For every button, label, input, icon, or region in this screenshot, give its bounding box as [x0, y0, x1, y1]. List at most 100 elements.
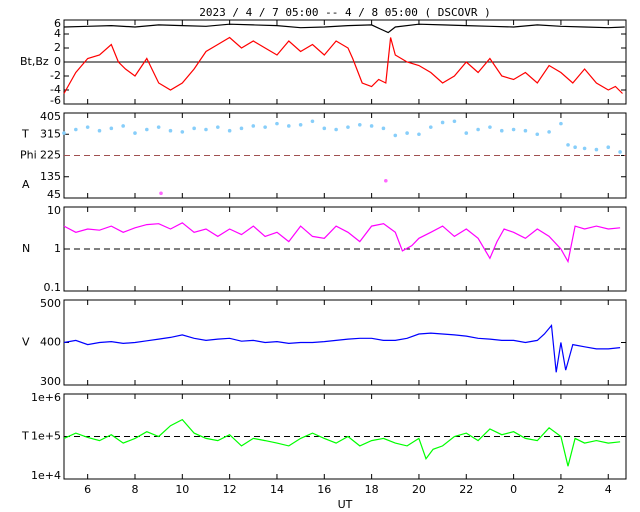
- panel-angles-series-0-point: [440, 120, 445, 125]
- panel-velocity-ytick-label: 400: [40, 336, 61, 349]
- panel-angles-ytick-label: 225: [40, 149, 61, 162]
- x-tick-label: 14: [270, 483, 284, 496]
- panel-magnetic-field-ytick-label: 4: [54, 27, 61, 40]
- panel-temperature-ylabel: T: [21, 430, 29, 443]
- panel-angles-series-0-point: [62, 131, 66, 135]
- panel-angles-series-0-point: [547, 130, 551, 134]
- panel-angles-ylabel-a: A: [22, 178, 30, 191]
- x-tick-label: 12: [223, 483, 237, 496]
- x-tick-label: 16: [317, 483, 331, 496]
- panel-density-ytick-label: 1: [54, 242, 61, 255]
- x-tick-label: 6: [84, 483, 91, 496]
- panel-angles-series-0-point: [133, 131, 137, 135]
- panel-density-ytick-label: 10: [47, 204, 61, 217]
- panel-angles-series-0-point: [346, 125, 350, 129]
- panel-angles-series-0-point: [192, 126, 196, 131]
- panel-angles-series-0-point: [156, 125, 161, 129]
- chart-title: 2023 / 4 / 7 05:00 -- 4 / 8 05:00 ( DSCO…: [199, 6, 490, 19]
- panel-angles-series-0-point: [417, 132, 421, 137]
- panel-angles-ytick-label: 405: [40, 110, 61, 123]
- panel-angles-series-0-point: [145, 127, 149, 132]
- panel-angles-series-0-point: [523, 128, 528, 133]
- panel-magnetic-field-ylabel: Bt,Bz: [20, 55, 49, 68]
- panel-density-ylabel: N: [22, 242, 30, 255]
- panel-angles-series-0-point: [428, 125, 433, 129]
- panel-angles-series-0-point: [405, 131, 409, 135]
- x-tick-label: 18: [365, 483, 379, 496]
- panel-angles-series-0-point: [275, 121, 279, 126]
- panel-angles-series-0-point: [464, 131, 469, 135]
- panel-angles-series-0-point: [573, 145, 577, 150]
- panel-density-ytick-label: 0.1: [44, 281, 62, 294]
- panel-magnetic-field-series-1-line: [63, 36, 623, 94]
- panel-magnetic-field-ytick-label: -6: [50, 94, 61, 107]
- panel-angles-ytick-label: 45: [47, 188, 61, 201]
- panel-magnetic-field-ytick-label: -4: [50, 83, 61, 96]
- panel-angles-series-0-point: [488, 125, 492, 129]
- panel-angles-series-0-point: [310, 119, 315, 124]
- panel-angles-series-0-point: [594, 147, 599, 152]
- panel-temperature-ytick-label: 1e+4: [31, 469, 61, 482]
- panel-angles-series-0-point: [298, 123, 303, 127]
- x-axis-label: UT: [338, 498, 353, 511]
- panel-angles-series-0-point: [239, 126, 244, 131]
- panel-angles-series-0-point: [97, 128, 102, 133]
- panel-angles-series-0-point: [227, 128, 232, 133]
- panel-angles-series-1-point: [159, 191, 163, 196]
- panel-angles-series-0-point: [369, 124, 374, 128]
- panel-temperature-ytick-label: 1e+5: [31, 430, 61, 443]
- panel-magnetic-field-ytick-label: 0: [54, 55, 61, 68]
- panel-temperature-series-0-line: [63, 418, 621, 467]
- panel-angles-series-0-point: [566, 143, 570, 147]
- panel-angles-series-0-point: [168, 128, 173, 133]
- panel-magnetic-field-ytick-label: 6: [54, 17, 61, 30]
- panel-angles-series-0-point: [393, 133, 398, 138]
- panel-angles-series-0-point: [204, 127, 208, 132]
- panel-angles-series-0-point: [216, 125, 220, 129]
- x-tick-label: 2: [557, 483, 564, 496]
- panel-angles-series-0-point: [582, 146, 587, 151]
- panel-angles-series-0-point: [85, 125, 90, 129]
- x-tick-label: 10: [175, 483, 189, 496]
- panel-velocity-series-0-line: [63, 324, 621, 373]
- panel-angles-series-0-point: [74, 127, 78, 132]
- panels: 6420-2-4-6Bt,Bz40531522513545TPhiA1010.1…: [20, 17, 627, 496]
- panel-angles-ylabel-t: T: [21, 127, 29, 140]
- x-tick-label: 8: [131, 483, 138, 496]
- panel-angles-series-0-point: [251, 124, 256, 128]
- panel-angles-series-0-point: [381, 126, 386, 131]
- x-tick-label: 22: [459, 483, 473, 496]
- panel-angles-series-0-point: [499, 128, 504, 133]
- panel-angles-series-1-point: [384, 178, 388, 183]
- panel-angles-series-0-point: [559, 121, 563, 126]
- panel-angles-series-0-point: [121, 124, 125, 128]
- panel-angles-series-0-point: [334, 127, 338, 132]
- panel-velocity-frame: [63, 299, 627, 386]
- panel-angles-series-0-point: [606, 145, 611, 150]
- panel-angles-series-0-point: [109, 126, 114, 131]
- panel-velocity-ytick-label: 300: [40, 375, 61, 388]
- panel-angles-series-0-point: [322, 126, 327, 131]
- panel-magnetic-field-ytick-label: 2: [54, 41, 61, 54]
- panel-temperature-ytick-label: 1e+6: [31, 391, 61, 404]
- panel-angles-ytick-label: 135: [40, 170, 61, 183]
- panel-velocity-ytick-label: 500: [40, 297, 61, 310]
- panel-angles-series-0-point: [180, 130, 185, 134]
- x-tick-label: 0: [510, 483, 517, 496]
- panel-angles-ytick-label: 315: [40, 127, 61, 140]
- panel-velocity-ylabel: V: [22, 336, 30, 349]
- panel-angles-series-0-point: [476, 127, 480, 132]
- panel-angles-series-0-point: [452, 119, 457, 124]
- panel-density-series-0-line: [63, 222, 621, 264]
- panel-angles-series-0-point: [535, 132, 540, 137]
- x-tick-label: 20: [412, 483, 426, 496]
- panel-angles-series-0-point: [511, 127, 516, 132]
- panel-angles-series-0-point: [618, 150, 622, 154]
- panel-angles-ylabel-phi: Phi: [20, 149, 37, 162]
- panel-magnetic-field-ytick-label: -2: [50, 69, 61, 82]
- panel-angles-series-0-point: [357, 123, 362, 127]
- panel-angles-series-0-point: [287, 124, 291, 128]
- panel-angles-series-0-point: [263, 125, 267, 129]
- panel-magnetic-field-series-0-line: [63, 23, 625, 34]
